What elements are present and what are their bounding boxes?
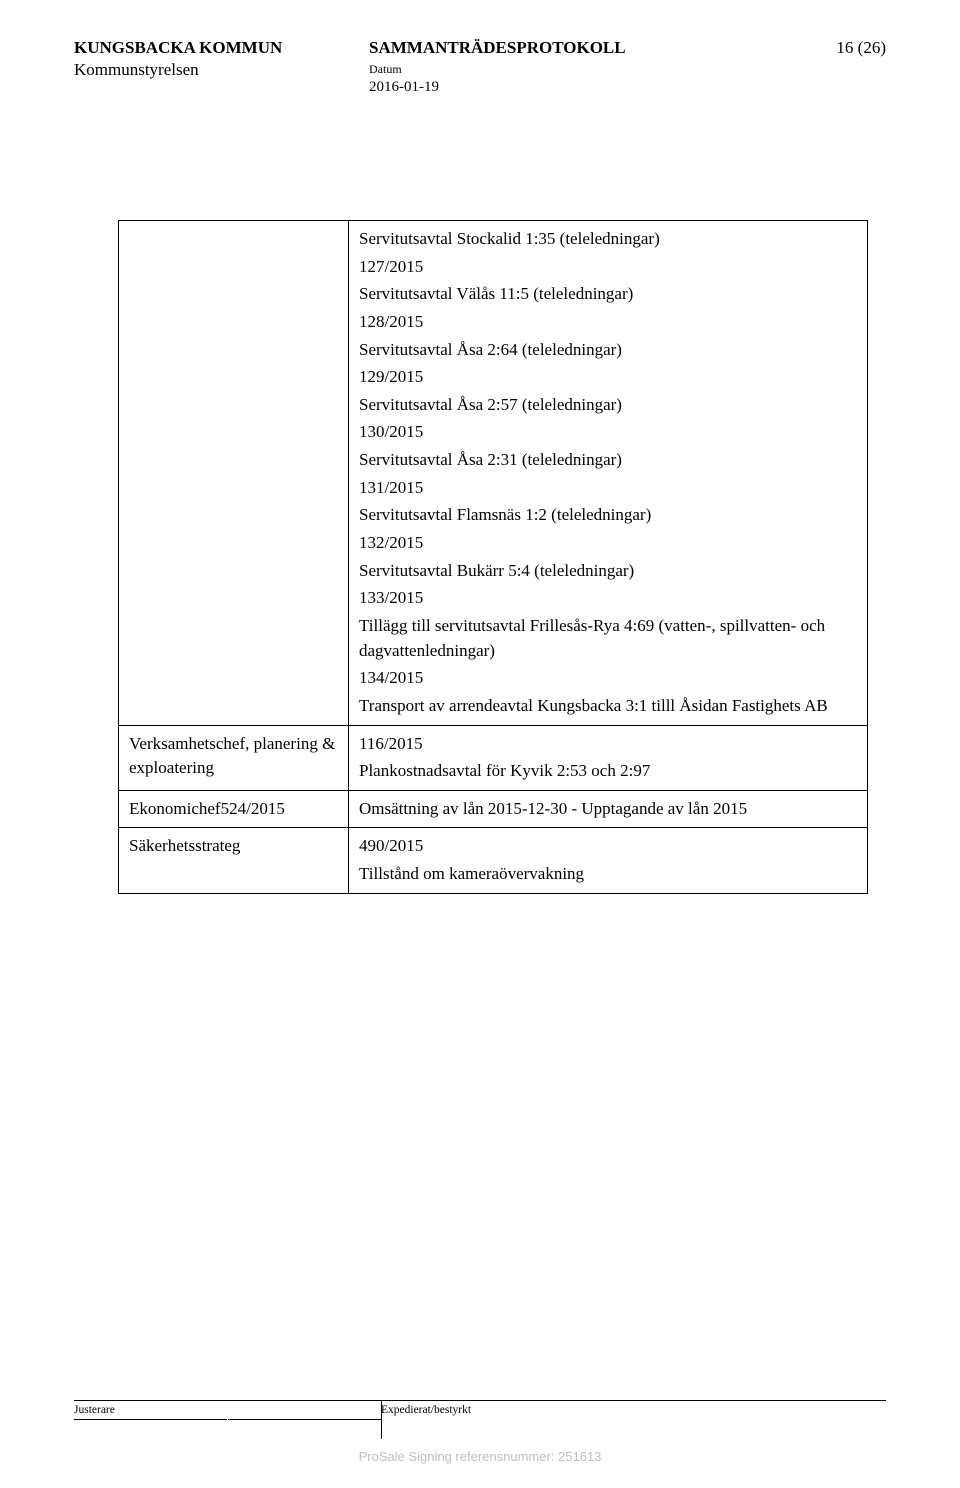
content-line: Servitutsavtal Välås 11:5 (teleledningar… [359, 282, 857, 307]
content-line: Servitutsavtal Flamsnäs 1:2 (teleledning… [359, 503, 857, 528]
content-line: Transport av arrendeavtal Kungsbacka 3:1… [359, 694, 857, 719]
table-row: Ekonomichef524/2015 Omsättning av lån 20… [119, 790, 868, 828]
footer-left-label: Justerare [74, 1404, 381, 1416]
content-line: 134/2015 [359, 666, 857, 691]
signature-slot [74, 1419, 227, 1439]
content-line: Plankostnadsavtal för Kyvik 2:53 och 2:9… [359, 759, 857, 784]
page-footer: Justerare Expedierat/bestyrkt [74, 1400, 886, 1416]
header-center-block: SAMMANTRÄDESPROTOKOLL Datum 2016-01-19 [369, 38, 626, 96]
inline-ref: 524/2015 [221, 799, 285, 818]
header-left-block: KUNGSBACKA KOMMUN Kommunstyrelsen [74, 38, 282, 80]
content-line: Tillägg till servitutsavtal Frillesås-Ry… [359, 614, 857, 663]
table-row: Servitutsavtal Stockalid 1:35 (teleledni… [119, 221, 868, 726]
content-line: Servitutsavtal Åsa 2:31 (teleledningar) [359, 448, 857, 473]
cell-role: Verksamhetschef, planering & exploaterin… [119, 725, 349, 790]
content-line: Servitutsavtal Bukärr 5:4 (teleledningar… [359, 559, 857, 584]
org-name-upper: KUNGSBACKA KOMMUN [74, 38, 282, 58]
content-line: 490/2015 [359, 834, 857, 859]
cell-content: 116/2015 Plankostnadsavtal för Kyvik 2:5… [349, 725, 868, 790]
role-text: Ekonomichef [129, 799, 221, 818]
content-line: 116/2015 [359, 732, 857, 757]
doc-title: SAMMANTRÄDESPROTOKOLL [369, 38, 626, 58]
content-line: 129/2015 [359, 365, 857, 390]
cell-role: Ekonomichef524/2015 [119, 790, 349, 828]
footer-right-label: Expedierat/bestyrkt [381, 1404, 886, 1416]
date-value: 2016-01-19 [369, 79, 626, 96]
content-line: 127/2015 [359, 255, 857, 280]
date-label: Datum [369, 62, 626, 77]
content-line: Servitutsavtal Åsa 2:57 (teleledningar) [359, 393, 857, 418]
org-name-lower: Kommunstyrelsen [74, 60, 282, 80]
footer-divider [381, 1401, 382, 1439]
cell-content: Servitutsavtal Stockalid 1:35 (teleledni… [349, 221, 868, 726]
header-right-block: 16 (26) [836, 38, 886, 58]
page-number: 16 (26) [836, 38, 886, 58]
table: Servitutsavtal Stockalid 1:35 (teleledni… [118, 220, 868, 894]
content-line: 128/2015 [359, 310, 857, 335]
prosale-footer: ProSale Signing referensnummer: 251613 [0, 1449, 960, 1464]
table-row: Säkerhetsstrateg 490/2015 Tillstånd om k… [119, 828, 868, 893]
content-line: 132/2015 [359, 531, 857, 556]
protocol-table: Servitutsavtal Stockalid 1:35 (teleledni… [118, 220, 868, 894]
content-line: 130/2015 [359, 420, 857, 445]
content-line: 133/2015 [359, 586, 857, 611]
cell-content: Omsättning av lån 2015-12-30 - Upptagand… [349, 790, 868, 828]
content-line: Servitutsavtal Åsa 2:64 (teleledningar) [359, 338, 857, 363]
content-line: 131/2015 [359, 476, 857, 501]
content-line: Omsättning av lån 2015-12-30 - Upptagand… [359, 797, 857, 822]
cell-content: 490/2015 Tillstånd om kameraövervakning [349, 828, 868, 893]
footer-signature-lines [74, 1419, 886, 1439]
cell-role: Säkerhetsstrateg [119, 828, 349, 893]
signature-slot [228, 1419, 381, 1439]
table-row: Verksamhetschef, planering & exploaterin… [119, 725, 868, 790]
cell-role [119, 221, 349, 726]
content-line: Servitutsavtal Stockalid 1:35 (teleledni… [359, 227, 857, 252]
content-line: Tillstånd om kameraövervakning [359, 862, 857, 887]
